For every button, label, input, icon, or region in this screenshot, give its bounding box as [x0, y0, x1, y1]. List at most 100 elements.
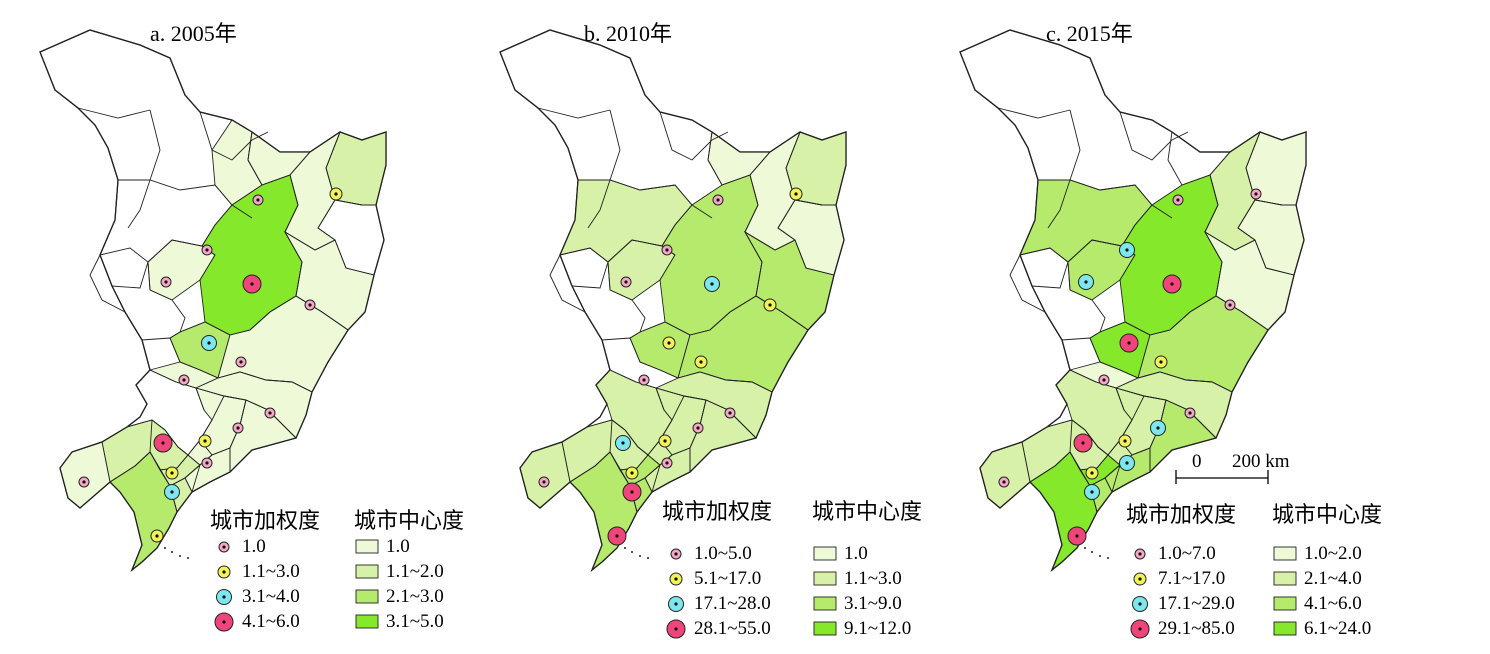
map-panel-1: [39, 29, 387, 572]
legend-weight-label-4: 29.1~85.0: [1158, 618, 1235, 639]
city-marker-16: [538, 476, 550, 488]
island-dot: [1099, 555, 1101, 557]
city-marker-3: [201, 244, 213, 256]
city-marker-6: [1224, 299, 1236, 311]
city-marker-14: [661, 457, 673, 469]
legend-center-label-2: 1.1~3.0: [844, 568, 902, 589]
city-marker-15: [625, 466, 639, 480]
city-marker-15: [1085, 466, 1099, 480]
city-marker-11: [1150, 420, 1166, 436]
legend-weight-title-2: 城市加权度: [662, 499, 773, 524]
legend-center-label-3: 4.1~6.0: [1304, 593, 1362, 614]
legend-weight-label-2: 5.1~17.0: [694, 568, 762, 589]
city-marker-10: [1184, 407, 1196, 419]
legend-center-label-4: 3.1~5.0: [386, 611, 444, 632]
legend-center-swatch-3: [1273, 596, 1297, 611]
city-marker-18: [607, 526, 627, 546]
legend-weight-label-2: 1.1~3.0: [242, 561, 300, 582]
legend-center-label-4: 6.1~24.0: [1304, 618, 1372, 639]
city-marker-8: [235, 356, 247, 368]
legend-center-swatch-1: [355, 539, 379, 554]
legend-weight-marker-2: [217, 565, 231, 579]
city-marker-16: [998, 476, 1010, 488]
island-dot: [171, 551, 173, 553]
city-marker-17: [622, 482, 642, 502]
city-marker-7: [1119, 333, 1139, 353]
city-marker-12: [658, 434, 672, 448]
city-marker-15: [165, 466, 179, 480]
city-marker-10: [264, 407, 276, 419]
city-marker-3: [661, 244, 673, 256]
city-marker-14: [1119, 455, 1135, 471]
legend-weight-marker-2: [1133, 572, 1147, 586]
city-marker-13: [1073, 433, 1093, 453]
legend-center-swatch-3: [355, 589, 379, 604]
legend-weight-label-4: 28.1~55.0: [694, 618, 771, 639]
city-marker-12: [1118, 434, 1132, 448]
city-marker-8: [1154, 355, 1168, 369]
island-dot: [647, 557, 649, 559]
city-marker-10: [724, 407, 736, 419]
legend-weight-label-3: 3.1~4.0: [242, 586, 300, 607]
city-marker-6: [763, 298, 777, 312]
legend-weight-label-4: 4.1~6.0: [242, 611, 300, 632]
panel-title-3: c. 2015年: [1046, 21, 1133, 46]
legend-center-label-2: 1.1~2.0: [386, 561, 444, 582]
legend-center-swatch-2: [355, 564, 379, 579]
city-marker-5: [242, 274, 262, 294]
legend-symbols: [214, 539, 1297, 639]
legend-weight-marker-3: [668, 596, 684, 612]
legend-center-label-1: 1.0~2.0: [1304, 543, 1362, 564]
legend-weight-marker-4: [1130, 619, 1150, 639]
legend-center-label-4: 9.1~12.0: [844, 618, 912, 639]
island-dot: [1084, 547, 1086, 549]
city-marker-1: [1172, 194, 1184, 206]
city-marker-16: [78, 476, 90, 488]
scale-distance-label: 200 km: [1232, 451, 1290, 472]
city-marker-17: [1084, 484, 1100, 500]
city-marker-7: [662, 336, 676, 350]
legend-center-title-3: 城市中心度: [1272, 502, 1383, 527]
legend-center-label-3: 2.1~3.0: [386, 586, 444, 607]
island-dot: [639, 555, 641, 557]
legend-weight-label-3: 17.1~28.0: [694, 593, 771, 614]
legend-center-title-1: 城市中心度: [354, 508, 465, 533]
legend-weight-marker-1: [218, 541, 230, 553]
legend-center-title-2: 城市中心度: [812, 499, 923, 524]
city-marker-9: [1098, 374, 1110, 386]
legend-center-swatch-1: [813, 546, 837, 561]
city-marker-11: [692, 422, 704, 434]
legend-center-swatch-4: [355, 614, 379, 629]
island-dot: [164, 547, 166, 549]
city-marker-9: [178, 374, 190, 386]
island-dot: [179, 555, 181, 557]
legend-center-label-1: 1.0: [844, 543, 868, 564]
island-dot: [1091, 551, 1093, 553]
legend-center-swatch-1: [1273, 546, 1297, 561]
city-marker-9: [638, 374, 650, 386]
city-marker-2: [329, 187, 343, 201]
island-dot: [624, 547, 626, 549]
city-marker-1: [252, 194, 264, 206]
city-marker-4: [1078, 274, 1094, 290]
city-marker-17: [164, 484, 180, 500]
legend-weight-title-3: 城市加权度: [1126, 502, 1237, 527]
legend-weight-label-2: 7.1~17.0: [1158, 568, 1226, 589]
map-panel-3: [959, 29, 1307, 572]
legend-center-swatch-2: [813, 571, 837, 586]
map-panel-2: [499, 29, 847, 572]
legend-weight-label-1: 1.0: [242, 536, 266, 557]
legend-center-label-2: 2.1~4.0: [1304, 568, 1362, 589]
city-marker-18: [150, 529, 164, 543]
legend-center-swatch-4: [1273, 621, 1297, 636]
city-marker-11: [232, 422, 244, 434]
legend-weight-title-1: 城市加权度: [210, 508, 321, 533]
legend-center-label-1: 1.0: [386, 536, 410, 557]
panel-title-1: a. 2005年: [150, 21, 237, 46]
legend-weight-marker-1: [670, 548, 682, 560]
legend-center-swatch-2: [1273, 571, 1297, 586]
island-dot: [1107, 557, 1109, 559]
city-marker-5: [704, 276, 720, 292]
legend-weight-marker-4: [666, 619, 686, 639]
